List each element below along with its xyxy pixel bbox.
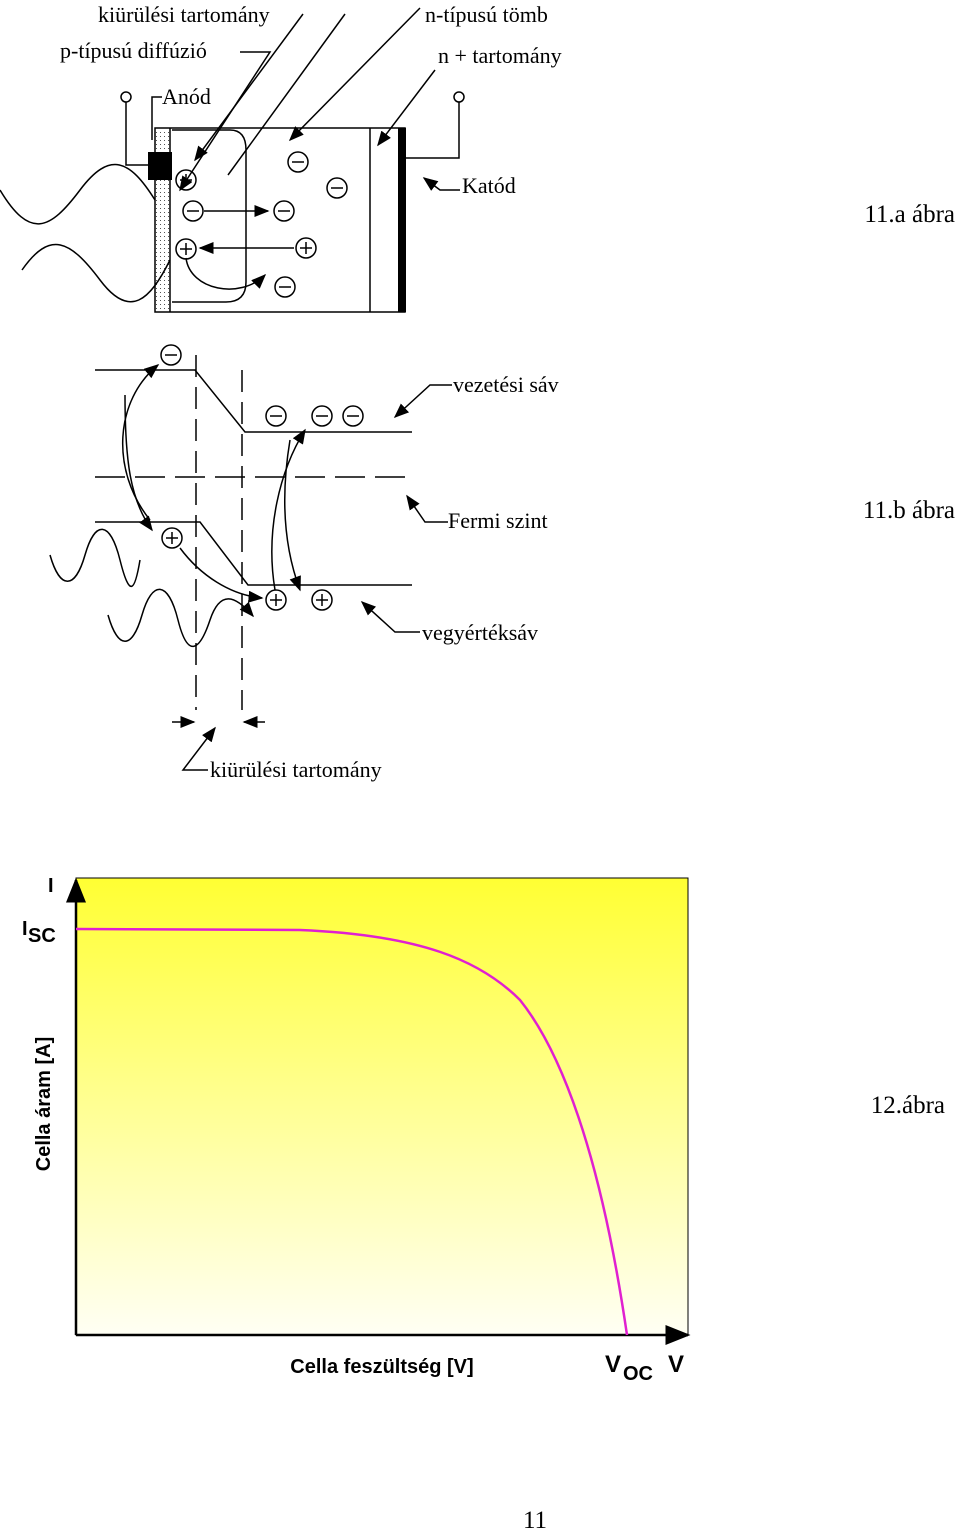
diagram-shape	[393, 384, 452, 419]
label: Fermi szint	[448, 508, 548, 533]
diagram-shape	[377, 69, 436, 147]
charge-symbol	[265, 589, 287, 611]
label: kiürülési tartomány	[98, 2, 270, 27]
diagram-shape	[398, 128, 406, 312]
figure-11b: vezetési sáv Fermi szint vegyértéksáv ki…	[49, 344, 955, 782]
charge-symbol	[160, 344, 182, 366]
isc-subscript: SC	[28, 925, 56, 947]
charge-symbol	[274, 276, 296, 298]
charge-symbol	[273, 200, 295, 222]
voc-symbol: V	[605, 1351, 621, 1378]
axis-symbol: I	[48, 875, 54, 897]
diagram-shape	[360, 600, 420, 633]
diagram-shape	[288, 7, 421, 142]
diagram-shape	[227, 13, 346, 176]
charge-symbol	[265, 405, 287, 427]
diagram-shape	[120, 91, 132, 103]
diagram-shape	[95, 521, 412, 586]
axis-title: Cella áram [A]	[33, 1037, 55, 1172]
isc-symbol: I	[22, 918, 28, 940]
page-number: 11	[523, 1507, 547, 1533]
diagram-shape	[75, 877, 689, 1336]
diagram-shape	[271, 428, 306, 591]
diagram-shape	[124, 394, 153, 532]
charge-symbol	[182, 200, 204, 222]
diagram-shape	[179, 547, 264, 603]
diagram-shape	[172, 129, 247, 303]
diagram-shape	[284, 439, 301, 592]
diagram-shape	[422, 177, 460, 191]
charge-symbol	[311, 589, 333, 611]
label: p-típusú diffúzió	[60, 38, 207, 63]
label: Katód	[462, 173, 516, 198]
label: Anód	[162, 84, 211, 109]
charge-symbol	[295, 237, 317, 259]
diagram-shape	[194, 13, 304, 162]
caption: 11.a ábra	[864, 201, 955, 228]
figure-12: I I SC Cella áram [A] Cella feszültség […	[22, 875, 945, 1385]
charge-symbol	[287, 151, 309, 173]
diagram-shape	[75, 927, 629, 1336]
diagram-shape	[148, 152, 172, 180]
label: vegyértéksáv	[422, 620, 538, 645]
diagram-shape	[185, 257, 267, 290]
label: kiürülési tartomány	[210, 757, 382, 782]
figure-11a: kiürülési tartomány p-típusú diffúzió An…	[0, 2, 955, 313]
label: n + tartomány	[438, 43, 562, 68]
diagram-shape	[151, 96, 162, 140]
charge-symbol	[175, 238, 197, 260]
diagram-shape	[122, 364, 160, 521]
diagram-shape	[406, 494, 448, 523]
diagram-shape	[125, 102, 148, 166]
charge-symbol	[326, 177, 348, 199]
diagram-shape	[107, 588, 254, 647]
voc-subscript: OC	[623, 1363, 653, 1385]
diagram-shape	[49, 528, 141, 587]
label: n-típusú tömb	[425, 2, 548, 27]
charge-symbol	[161, 527, 183, 549]
caption: 11.b ábra	[863, 497, 955, 524]
axis-title: Cella feszültség [V]	[290, 1356, 473, 1378]
diagram-shape	[406, 102, 460, 159]
caption: 12.ábra	[871, 1092, 945, 1119]
charge-symbol	[311, 405, 333, 427]
diagram-shape	[179, 51, 272, 192]
charge-symbol	[342, 405, 364, 427]
diagram-shape	[453, 91, 465, 103]
diagram-shape	[21, 243, 171, 303]
diagram-shape	[0, 163, 156, 225]
diagram-shape	[181, 726, 216, 771]
axis-symbol: V	[668, 1351, 684, 1378]
label: vezetési sáv	[453, 372, 559, 397]
diagram-shape	[95, 369, 412, 433]
